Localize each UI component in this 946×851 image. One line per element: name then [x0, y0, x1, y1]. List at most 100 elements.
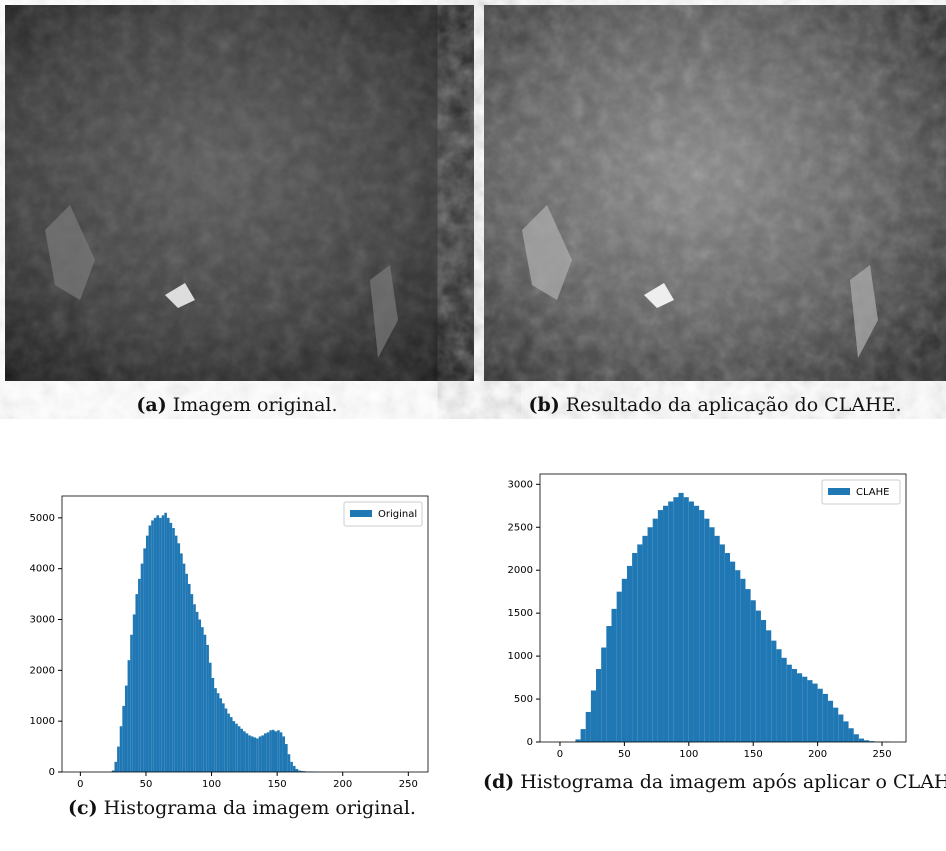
histogram-bar — [838, 715, 843, 742]
histogram-bar — [120, 726, 123, 772]
histogram-bar — [243, 731, 246, 772]
histogram-bar — [818, 689, 823, 742]
histogram-bar — [217, 693, 220, 772]
histogram-bar — [175, 536, 178, 772]
histogram-bar — [164, 513, 167, 772]
caption-label: (a) — [136, 394, 166, 416]
caption-text: Imagem original. — [173, 394, 338, 416]
x-tick-label: 250 — [399, 779, 418, 790]
y-tick-label: 2000 — [508, 565, 533, 576]
histogram-bar — [632, 553, 637, 742]
caption-label: (d) — [483, 771, 514, 793]
caption: (b)Resultado da aplicação do CLAHE. — [484, 394, 946, 416]
histogram-bar — [282, 736, 285, 772]
y-tick-label: 0 — [527, 737, 533, 748]
histogram-bar — [209, 663, 212, 772]
histogram-bar — [280, 732, 283, 772]
histogram-bar — [272, 730, 275, 772]
histogram-bar — [678, 493, 683, 742]
histogram-bar — [611, 609, 616, 742]
histogram-bar — [828, 701, 833, 742]
legend-label: Original — [378, 509, 417, 520]
y-tick-label: 2500 — [508, 522, 533, 533]
histogram-bar — [183, 564, 186, 772]
histogram-bar — [151, 520, 154, 772]
caption-text: Resultado da aplicação do CLAHE. — [566, 394, 902, 416]
histogram-bar — [219, 698, 222, 772]
histogram-bar — [689, 501, 694, 742]
histogram-bar — [277, 730, 280, 772]
histogram-bar — [185, 574, 188, 772]
histogram-bar — [204, 635, 207, 772]
histogram-bar — [792, 669, 797, 742]
y-tick-label: 3000 — [30, 615, 55, 626]
histogram-bar — [740, 579, 745, 742]
histogram-bar — [699, 510, 704, 742]
histogram-bar — [653, 519, 658, 742]
x-tick-label: 0 — [77, 779, 83, 790]
histogram-bar — [673, 497, 678, 742]
histogram-bar — [581, 729, 586, 742]
histogram-bar — [591, 690, 596, 742]
histogram-bar — [275, 731, 278, 772]
legend-swatch — [350, 510, 372, 517]
histogram-bar — [756, 611, 761, 742]
x-tick-label: 0 — [557, 749, 563, 760]
histogram-bar — [259, 736, 262, 772]
histogram-bar — [637, 544, 642, 742]
photo-original — [5, 5, 474, 381]
histogram-bar — [154, 518, 157, 772]
histogram-bar — [198, 620, 201, 772]
x-tick-label: 150 — [744, 749, 763, 760]
caption: (c)Histograma da imagem original. — [0, 797, 484, 819]
histogram-bar — [248, 735, 251, 772]
histogram-bar — [771, 641, 776, 742]
figure: 050100150200250010002000300040005000Orig… — [0, 0, 946, 851]
histogram-bar — [642, 536, 647, 742]
histogram-bar — [225, 708, 228, 772]
histogram-bar — [715, 536, 720, 742]
x-tick-label: 50 — [140, 779, 153, 790]
histogram-bar — [782, 658, 787, 742]
histogram-bar — [694, 506, 699, 742]
histogram-bar — [233, 721, 236, 772]
x-tick-label: 200 — [808, 749, 827, 760]
histogram-bar — [246, 733, 249, 772]
histogram-bar — [177, 543, 180, 772]
histogram-bar — [684, 497, 689, 742]
histogram-bar — [802, 677, 807, 742]
histogram-bar — [648, 527, 653, 742]
histogram-bar — [156, 515, 159, 772]
histogram-bar — [230, 717, 233, 772]
histogram-bar — [807, 680, 812, 742]
histogram-bar — [293, 766, 296, 772]
y-tick-label: 4000 — [30, 564, 55, 575]
histogram-bar — [122, 706, 125, 772]
histogram-bar — [212, 678, 215, 772]
histogram-bar — [196, 612, 199, 772]
histogram-bar — [167, 518, 170, 772]
histogram-bar — [751, 600, 756, 742]
histogram-bar — [130, 635, 133, 772]
histogram-bar — [761, 620, 766, 742]
histogram-bar — [117, 747, 120, 772]
caption: (a) Imagem original. — [0, 394, 474, 416]
histogram-bar — [622, 579, 627, 742]
histogram-bar — [849, 728, 854, 742]
histogram-bar — [269, 730, 272, 772]
histogram-bar — [627, 566, 632, 742]
histogram-bar — [776, 649, 781, 742]
histogram-bar — [254, 737, 257, 772]
y-tick-label: 0 — [49, 767, 55, 778]
histogram-bar — [766, 630, 771, 742]
histogram-bar — [238, 726, 241, 772]
x-tick-label: 250 — [872, 749, 891, 760]
histogram-bar — [709, 527, 714, 742]
histogram-bar — [812, 684, 817, 742]
histogram-bar — [188, 584, 191, 772]
histogram-bar — [735, 570, 740, 742]
page: 050100150200250010002000300040005000Orig… — [0, 0, 946, 851]
caption: (d)Histograma da imagem após aplicar o C… — [483, 770, 946, 794]
histogram-bar — [170, 523, 173, 772]
legend-label: CLAHE — [856, 487, 889, 498]
